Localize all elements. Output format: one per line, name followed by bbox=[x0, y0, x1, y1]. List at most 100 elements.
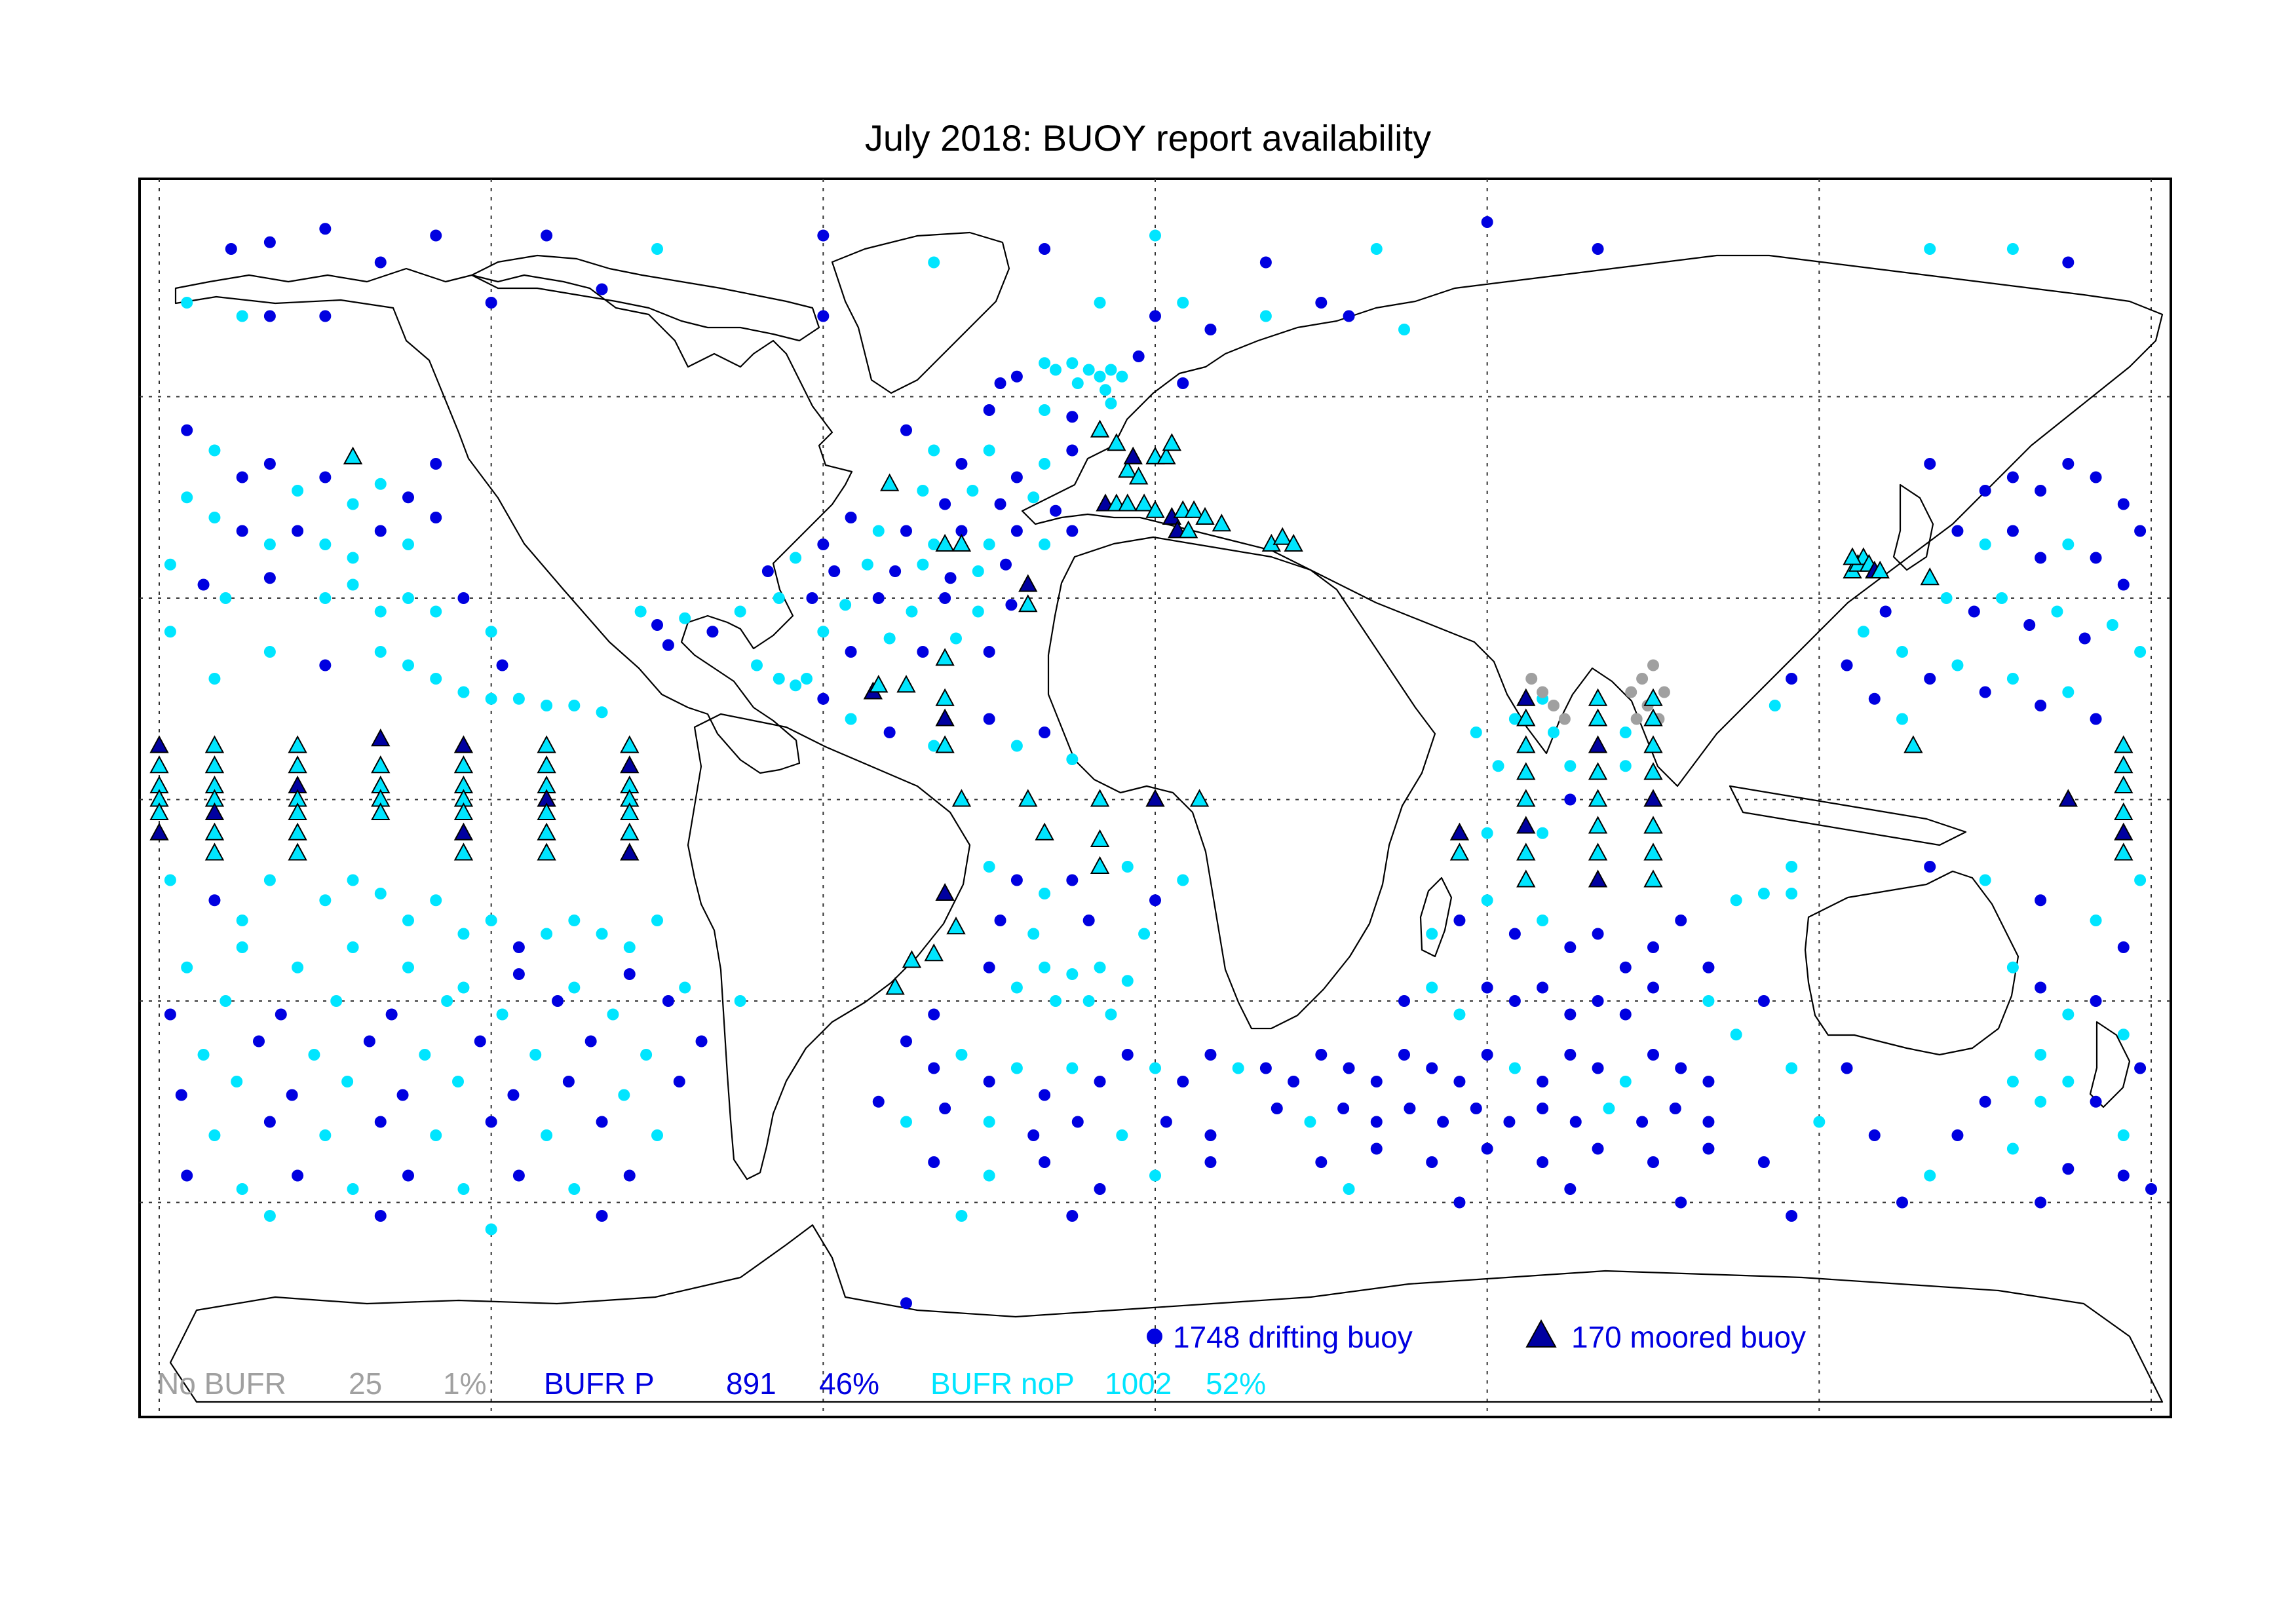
drifting-buoy-marker bbox=[396, 1089, 409, 1101]
moored-buoy-marker bbox=[946, 916, 966, 935]
drifting-buoy-marker bbox=[1481, 1049, 1493, 1061]
drifting-buoy-marker bbox=[2062, 256, 2075, 269]
drifting-buoy-marker bbox=[1548, 700, 1559, 711]
drifting-buoy-marker bbox=[994, 377, 1006, 389]
drifting-buoy-marker bbox=[430, 1129, 442, 1141]
drifting-buoy-marker bbox=[1508, 1062, 1521, 1074]
drifting-buoy-marker bbox=[1066, 444, 1079, 457]
drifting-buoy-marker bbox=[231, 1076, 243, 1087]
drifting-buoy-marker bbox=[1160, 1116, 1172, 1128]
drifting-buoy-marker bbox=[2006, 243, 2019, 255]
drifting-buoy-marker bbox=[761, 565, 774, 577]
moored-buoy-marker bbox=[1920, 567, 1940, 586]
moored-buoy-marker bbox=[951, 533, 972, 552]
moored-buoy-marker bbox=[371, 802, 391, 820]
drifting-buoy-marker bbox=[263, 572, 276, 584]
drifting-buoy-marker bbox=[1481, 981, 1493, 994]
stat-bufr-nop-pct: 52% bbox=[1206, 1367, 1267, 1401]
moored-buoy-marker bbox=[620, 822, 640, 840]
drifting-buoy-marker bbox=[1508, 713, 1521, 725]
drifting-buoy-marker bbox=[541, 1129, 553, 1141]
drifting-buoy-marker bbox=[2006, 1142, 2019, 1155]
drifting-buoy-marker bbox=[452, 1076, 464, 1087]
drifting-buoy-marker bbox=[275, 1008, 287, 1021]
coast-north-america bbox=[174, 267, 853, 774]
moored-buoy-marker bbox=[1588, 789, 1608, 807]
drifting-buoy-marker bbox=[1896, 1196, 1908, 1209]
drifting-buoy-marker bbox=[1010, 525, 1023, 537]
drifting-buoy-marker bbox=[618, 1089, 630, 1101]
moored-buoy-marker bbox=[1516, 762, 1536, 780]
drifting-buoy-marker bbox=[1066, 357, 1079, 369]
moored-buoy-marker bbox=[1090, 789, 1110, 807]
drifting-buoy-marker bbox=[1370, 243, 1383, 255]
moored-buoy-marker bbox=[371, 755, 391, 774]
drifting-buoy-marker bbox=[1979, 874, 1991, 886]
drifting-buoy-marker bbox=[1259, 310, 1272, 322]
drifting-buoy-marker bbox=[1481, 827, 1493, 839]
drifting-buoy-marker bbox=[751, 659, 763, 671]
drifting-buoy-marker bbox=[541, 700, 553, 711]
drifting-buoy-marker bbox=[1453, 1076, 1466, 1087]
drifting-buoy-marker bbox=[568, 915, 581, 926]
drifting-buoy-marker bbox=[1105, 364, 1117, 376]
drifting-buoy-marker bbox=[900, 1116, 912, 1128]
drifting-buoy-marker bbox=[1138, 928, 1151, 940]
drifting-buoy-marker bbox=[2134, 874, 2147, 886]
drifting-buoy-marker bbox=[208, 444, 221, 457]
drifting-buoy-marker bbox=[1039, 1089, 1051, 1101]
moored-buoy-marker bbox=[371, 728, 391, 747]
moored-buoy-marker bbox=[2114, 755, 2133, 774]
moored-buoy-marker bbox=[1843, 547, 1862, 565]
drifting-buoy-marker bbox=[2117, 498, 2130, 510]
moored-buoy-marker bbox=[204, 735, 225, 753]
drifting-buoy-marker bbox=[1924, 243, 1936, 255]
drifting-buoy-marker bbox=[485, 626, 497, 638]
drifting-buoy-marker bbox=[1896, 713, 1908, 725]
drifting-buoy-marker bbox=[2117, 941, 2130, 953]
drifting-buoy-marker bbox=[374, 1116, 387, 1128]
drifting-buoy-marker bbox=[541, 928, 553, 940]
drifting-buoy-marker bbox=[2062, 686, 2075, 698]
drifting-buoy-marker bbox=[1094, 370, 1106, 383]
drifting-buoy-marker bbox=[164, 558, 176, 571]
drifting-buoy-marker bbox=[1537, 1103, 1549, 1114]
drifting-buoy-marker bbox=[1204, 1049, 1217, 1061]
coastlines bbox=[169, 231, 2164, 1403]
drifting-buoy-marker bbox=[1879, 605, 1892, 618]
moored-buoy-marker bbox=[149, 822, 169, 840]
drifting-buoy-marker bbox=[292, 961, 304, 973]
drifting-buoy-marker bbox=[2035, 981, 2047, 994]
moored-buoy-marker bbox=[288, 842, 307, 861]
moored-buoy-marker bbox=[620, 842, 640, 861]
legend-drifting-label: 1748 drifting buoy bbox=[1173, 1320, 1413, 1354]
drifting-buoy-marker bbox=[568, 1183, 581, 1195]
drifting-buoy-marker bbox=[651, 619, 663, 631]
moored-buoy-marker bbox=[288, 735, 307, 753]
drifting-buoy-marker bbox=[1071, 1116, 1084, 1128]
drifting-buoy-marker bbox=[2062, 538, 2075, 550]
drifting-buoy-marker bbox=[402, 961, 414, 973]
drifting-buoy-marker bbox=[485, 1116, 497, 1128]
drifting-buoy-marker bbox=[1315, 1156, 1328, 1168]
drifting-buoy-marker bbox=[1757, 1156, 1770, 1168]
drifting-buoy-marker bbox=[2090, 915, 2102, 926]
drifting-buoy-marker bbox=[385, 1008, 398, 1021]
drifting-buoy-marker bbox=[457, 1183, 470, 1195]
moored-buoy-marker bbox=[2114, 822, 2133, 840]
drifting-buoy-marker bbox=[662, 639, 674, 651]
moored-buoy-marker bbox=[453, 755, 474, 774]
drifting-buoy-marker bbox=[1857, 626, 1869, 638]
drifting-buoy-marker bbox=[319, 538, 332, 550]
drifting-buoy-marker bbox=[2078, 632, 2091, 645]
drifting-buoy-marker bbox=[347, 874, 359, 886]
drifting-buoy-marker bbox=[430, 229, 442, 242]
drifting-buoy-marker bbox=[983, 1169, 995, 1182]
moored-buoy-marker bbox=[935, 735, 955, 753]
coast-eurasia bbox=[1021, 254, 2164, 787]
drifting-buoy-marker bbox=[1868, 1129, 1881, 1141]
drifting-buoy-marker bbox=[1481, 894, 1493, 907]
drifting-buoy-marker bbox=[1149, 894, 1161, 907]
drifting-buoy-marker bbox=[1066, 411, 1079, 423]
drifting-buoy-marker bbox=[2134, 525, 2147, 537]
